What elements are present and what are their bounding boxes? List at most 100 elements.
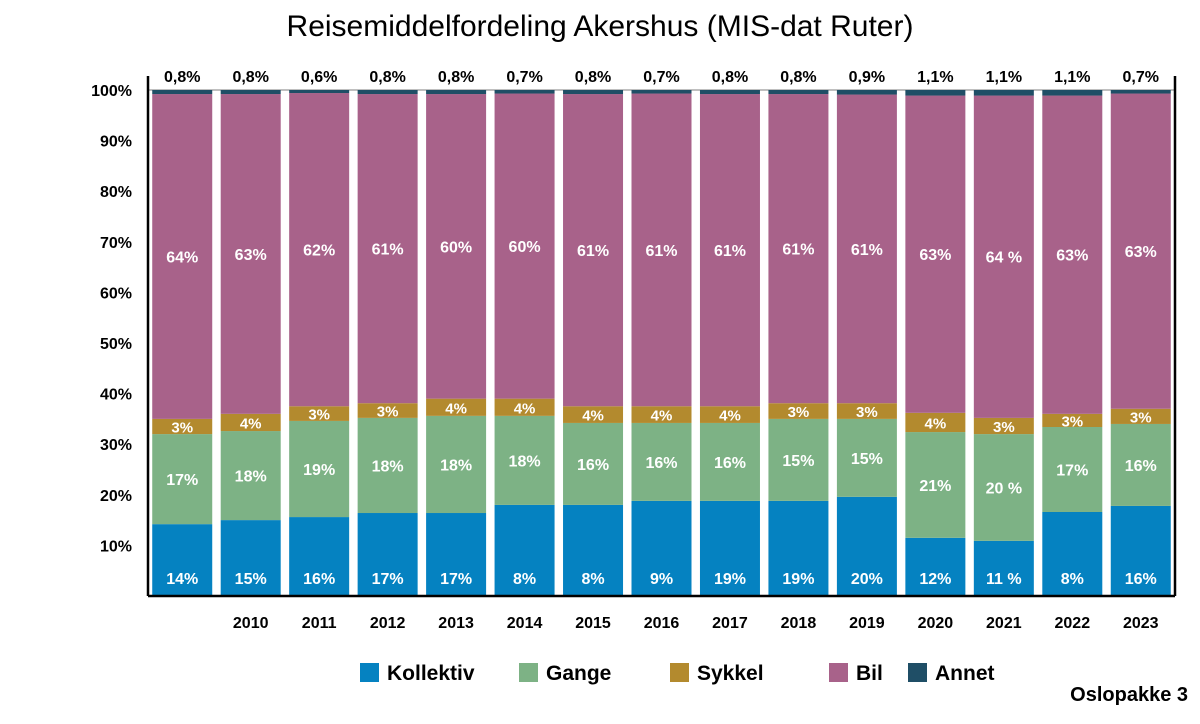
data-label: 61% [577,243,609,260]
bar-gange [426,415,487,514]
data-label: 16% [645,455,677,472]
bar-sykkel [973,417,1034,435]
bar-annet [289,90,350,94]
data-label: 15% [851,451,883,468]
x-tick-label: 2016 [644,615,680,632]
data-label: 19% [714,571,746,588]
y-tick-label: 60% [100,285,132,302]
data-label: 61% [782,242,814,259]
bar-annet [973,90,1034,96]
bar-kollektiv [289,517,350,596]
bar-sykkel [220,413,281,432]
data-label: 3% [308,407,330,424]
data-label: 0,7% [643,69,679,86]
bar-annet [836,90,897,95]
x-tick-label: 2013 [438,615,474,632]
bar-gange [768,418,829,501]
legend-label: Gange [546,662,611,685]
bar-kollektiv [631,500,692,596]
data-label: 0,7% [1123,69,1159,86]
bar-gange [357,417,418,514]
data-label: 19% [782,571,814,588]
data-label: 61% [714,243,746,260]
data-label: 4% [582,408,604,425]
bar-sykkel [563,406,624,423]
data-label: 0,8% [438,69,474,86]
bar-gange [220,431,281,521]
legend-label: Sykkel [697,662,764,685]
bar-gange [973,434,1034,541]
bar-bil [1110,93,1171,409]
y-tick-label: 90% [100,134,132,151]
legend-label: Annet [935,662,995,685]
bar-bil [699,94,760,407]
data-label: 4% [719,408,741,425]
bar-sykkel [289,406,350,421]
bar-annet [220,90,281,95]
bar-kollektiv [973,540,1034,596]
bar-sykkel [836,403,897,419]
bar-gange [563,422,624,505]
bar-kollektiv [1110,505,1171,596]
bar-kollektiv [768,500,829,596]
bar-gange [152,434,213,525]
data-label: 64% [166,249,198,266]
data-label: 16% [1125,571,1157,588]
data-label: 0,8% [164,69,200,86]
data-label: 60% [509,239,541,256]
data-label: 63% [1056,248,1088,265]
bar-kollektiv [152,524,213,596]
y-tick-label: 40% [100,387,132,404]
data-label: 20 % [986,480,1022,497]
y-tick-label: 50% [100,336,132,353]
bar-sykkel [494,398,555,416]
x-tick-label: 2015 [575,615,611,632]
data-label: 20% [851,571,883,588]
bar-kollektiv [699,500,760,596]
data-label: 4% [514,400,536,417]
bar-sykkel [1042,413,1103,427]
data-label: 0,8% [780,69,816,86]
bar-sykkel [631,406,692,423]
x-tick-label: 2017 [712,615,748,632]
y-tick-label: 70% [100,235,132,252]
data-label: 8% [1061,571,1084,588]
bar-annet [563,90,624,95]
bar-gange [699,422,760,501]
y-tick-label: 30% [100,437,132,454]
legend-swatch-kollektiv [360,663,379,682]
x-tick-label: 2020 [918,615,954,632]
data-label: 17% [166,472,198,489]
bar-gange [1110,423,1171,506]
bar-kollektiv [1042,512,1103,596]
legend-label: Kollektiv [387,662,475,685]
bar-kollektiv [220,520,281,596]
y-tick-label: 20% [100,488,132,505]
bar-annet [426,90,487,95]
bar-gange [836,418,897,497]
data-label: 1,1% [917,69,953,86]
data-label: 18% [372,458,404,475]
bar-gange [494,415,555,505]
data-label: 60% [440,239,472,256]
bar-gange [1042,426,1103,513]
data-label: 16% [1125,458,1157,475]
data-label: 0,8% [712,69,748,86]
bar-sykkel [152,418,213,435]
bar-bil [220,94,281,414]
data-label: 14% [166,571,198,588]
data-label: 0,8% [232,69,268,86]
data-label: 17% [372,571,404,588]
bar-kollektiv [426,513,487,596]
data-label: 3% [1061,413,1083,430]
data-label: 9% [650,571,673,588]
x-tick-label: 2014 [507,615,543,632]
x-tick-label: 2023 [1123,615,1159,632]
data-label: 63% [1125,244,1157,261]
bar-kollektiv [905,537,966,596]
data-label: 61% [851,242,883,259]
data-label: 4% [925,415,947,432]
data-label: 17% [440,571,472,588]
data-label: 3% [171,419,193,436]
bar-bil [768,94,829,404]
